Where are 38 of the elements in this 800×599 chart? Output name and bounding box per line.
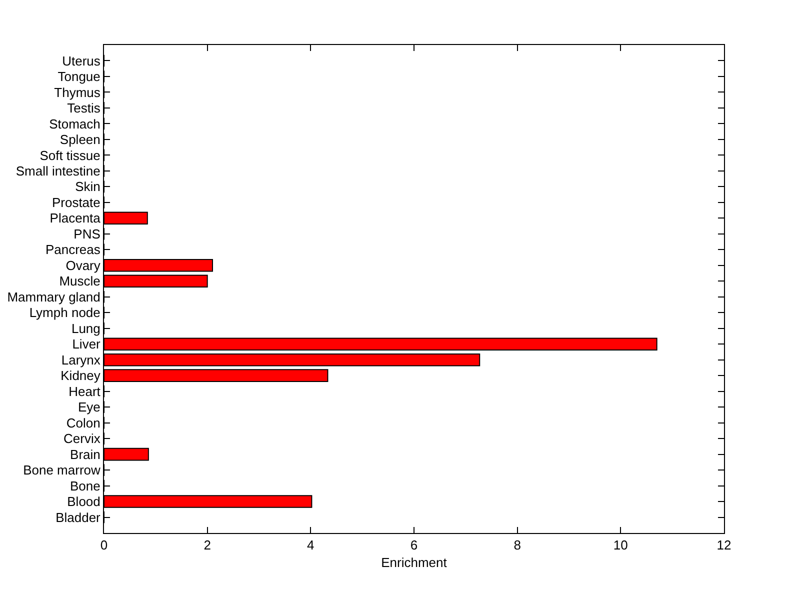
x-tick-label: 4 — [307, 538, 314, 553]
y-tick-label: Skin — [75, 179, 100, 194]
y-tick-label: Tongue — [58, 69, 100, 84]
y-tick-label: Uterus — [62, 53, 101, 68]
x-tick-label: 12 — [716, 538, 732, 553]
y-tick-label: Bone marrow — [23, 462, 102, 478]
y-tick-label: Liver — [72, 336, 102, 352]
y-tick-label: Heart — [68, 384, 101, 399]
x-tick-label: 0 — [100, 538, 108, 553]
y-tick-label: Spleen — [60, 132, 100, 147]
y-tick-label: Thymus — [54, 84, 101, 100]
x-tick-label: 10 — [613, 538, 628, 553]
x-tick-label: 2 — [204, 538, 211, 553]
y-tick-label: Soft tissue — [40, 148, 100, 163]
y-tick-label: Mammary gland — [7, 289, 100, 304]
x-axis-title: Enrichment — [381, 555, 448, 570]
y-tick-label: Small intestine — [16, 163, 100, 178]
y-tick-label: Stomach — [49, 116, 100, 132]
y-tick-label: Prostate — [52, 194, 100, 210]
y-tick-label: Blood — [67, 494, 100, 510]
y-tick-label: Kidney — [60, 368, 101, 384]
y-tick-label: PNS — [74, 226, 101, 242]
y-tick-label: Bladder — [56, 510, 102, 525]
y-tick-label: Colon — [66, 415, 100, 430]
x-tick-label: 6 — [410, 538, 418, 553]
y-tick-label: Placenta — [50, 210, 102, 226]
y-tick-label: Testis — [67, 100, 101, 116]
y-tick-label: Lymph node — [29, 305, 100, 320]
y-tick-label: Cervix — [64, 431, 101, 446]
y-tick-label: Eye — [78, 400, 100, 415]
y-tick-label: Bone — [70, 478, 100, 494]
y-tick-label: Larynx — [61, 352, 101, 368]
y-tick-label: Brain — [70, 446, 100, 462]
y-tick-label: Ovary — [66, 258, 101, 273]
y-tick-label: Pancreas — [45, 242, 101, 258]
y-tick-label: Muscle — [59, 274, 100, 289]
y-tick-label: Lung — [71, 320, 100, 336]
x-tick-label: 8 — [514, 538, 521, 553]
